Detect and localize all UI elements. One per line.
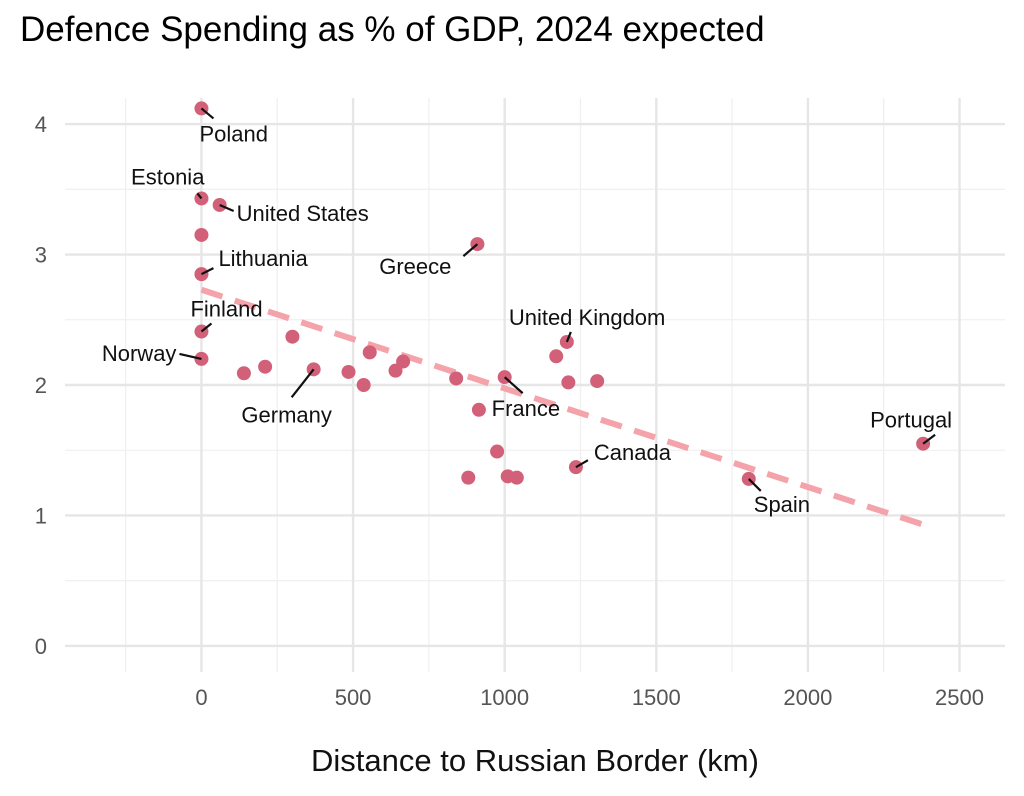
data-point [236, 366, 251, 381]
data-point [285, 329, 300, 344]
point-label: Canada [594, 440, 672, 465]
x-tick-label: 0 [195, 685, 207, 710]
grid-lines [65, 98, 1005, 672]
point-label: Lithuania [218, 246, 308, 271]
x-axis-title: Distance to Russian Border (km) [311, 743, 759, 778]
axis-tick-labels: 0 500 1000 1500 2000 2500 0 1 2 3 4 [35, 112, 984, 710]
data-point [549, 349, 564, 364]
data-points [194, 101, 931, 486]
point-label: Poland [199, 121, 268, 146]
x-tick-label: 500 [335, 685, 372, 710]
y-tick-label: 4 [35, 112, 47, 137]
label-leader-line [200, 267, 214, 276]
label-leader-line [196, 192, 203, 200]
data-point [341, 364, 356, 379]
label-leader-line [200, 107, 215, 120]
data-point [490, 444, 505, 459]
data-point [471, 402, 486, 417]
x-tick-label: 1500 [632, 685, 681, 710]
point-label: Estonia [131, 164, 205, 189]
data-point [509, 470, 524, 485]
label-leader-line [200, 322, 213, 333]
x-tick-label: 1000 [480, 685, 529, 710]
point-label: United Kingdom [509, 305, 666, 330]
y-tick-label: 2 [35, 373, 47, 398]
label-leader-line [565, 331, 572, 343]
label-leader-line [219, 203, 235, 212]
y-tick-label: 3 [35, 243, 47, 268]
label-leader-line [747, 478, 762, 492]
data-point [194, 227, 209, 242]
y-tick-label: 1 [35, 503, 47, 528]
data-point [362, 345, 377, 360]
data-point [449, 371, 464, 386]
point-label: Spain [754, 492, 810, 517]
point-label: Germany [241, 402, 331, 427]
x-tick-label: 2500 [935, 685, 984, 710]
trendline-layer [200, 286, 925, 528]
data-point [356, 378, 371, 392]
data-point [590, 374, 605, 389]
point-label: France [492, 396, 560, 421]
chart-title: Defence Spending as % of GDP, 2024 expec… [20, 10, 765, 49]
y-tick-label: 0 [35, 634, 47, 659]
data-point [461, 470, 476, 485]
trend-line [200, 286, 925, 528]
point-label: United States [237, 201, 369, 226]
label-leader-line [462, 243, 479, 257]
label-leader-line [179, 352, 202, 360]
point-labels: Poland Estonia United States Lithuania Finla… [102, 107, 952, 517]
point-label: Norway [102, 341, 177, 366]
point-label: Portugal [870, 408, 952, 433]
data-point [258, 359, 273, 374]
x-tick-label: 2000 [783, 685, 832, 710]
label-leader-line [575, 459, 589, 469]
label-leader-line [290, 368, 315, 399]
label-leader-line [503, 376, 524, 394]
data-point [561, 375, 576, 390]
point-label: Finland [190, 297, 262, 322]
data-point [396, 354, 411, 369]
point-label: Greece [379, 254, 451, 279]
label-leader-line [922, 433, 936, 445]
